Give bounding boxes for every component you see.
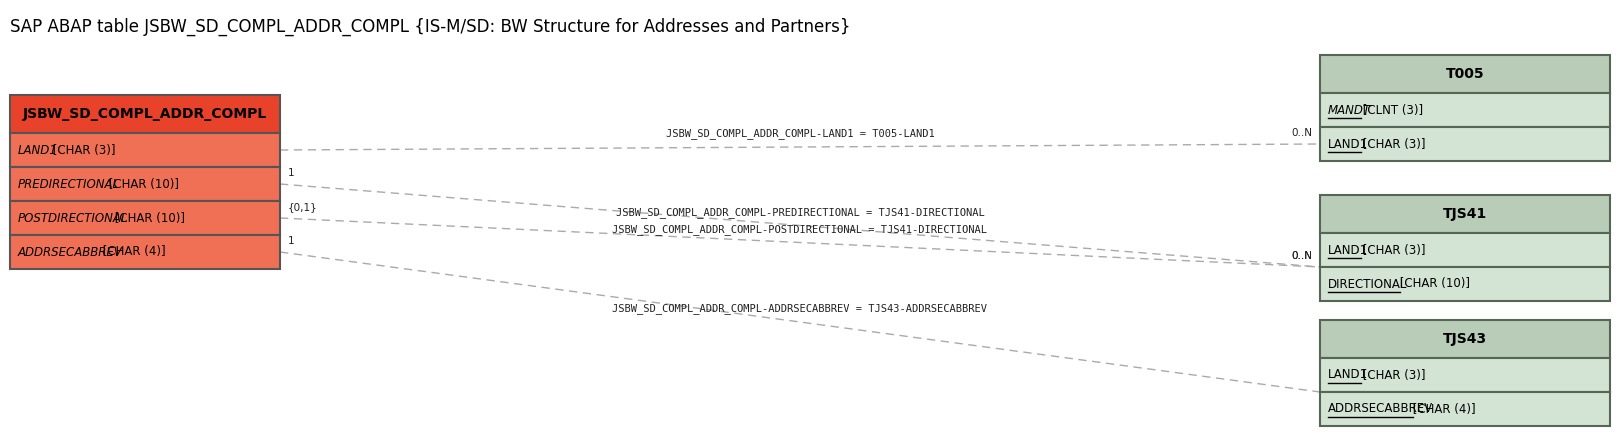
- Bar: [1319, 267, 1610, 301]
- Text: [CHAR (3)]: [CHAR (3)]: [49, 144, 115, 156]
- Text: JSBW_SD_COMPL_ADDR_COMPL-ADDRSECABBREV = TJS43-ADDRSECABBREV: JSBW_SD_COMPL_ADDR_COMPL-ADDRSECABBREV =…: [613, 303, 987, 314]
- Bar: [1319, 233, 1610, 267]
- Text: [CHAR (10)]: [CHAR (10)]: [110, 211, 185, 225]
- Text: TJS43: TJS43: [1443, 332, 1486, 346]
- Bar: [10, 133, 280, 167]
- Bar: [1319, 93, 1610, 127]
- Text: {0,1}: {0,1}: [289, 202, 318, 212]
- Text: [CHAR (3)]: [CHAR (3)]: [1358, 244, 1425, 256]
- Bar: [10, 201, 280, 235]
- Text: JSBW_SD_COMPL_ADDR_COMPL-PREDIRECTIONAL = TJS41-DIRECTIONAL: JSBW_SD_COMPL_ADDR_COMPL-PREDIRECTIONAL …: [616, 206, 984, 218]
- Text: ADDRSECABBREV: ADDRSECABBREV: [1328, 403, 1433, 416]
- Text: [CHAR (3)]: [CHAR (3)]: [1358, 137, 1425, 151]
- Bar: [1319, 358, 1610, 392]
- Text: ADDRSECABBREV: ADDRSECABBREV: [18, 245, 123, 259]
- Text: 0..N: 0..N: [1290, 251, 1311, 261]
- Text: LAND1: LAND1: [1328, 369, 1368, 381]
- Bar: [1319, 55, 1610, 93]
- Text: MANDT: MANDT: [1328, 104, 1371, 117]
- Text: JSBW_SD_COMPL_ADDR_COMPL-POSTDIRECTIONAL = TJS41-DIRECTIONAL: JSBW_SD_COMPL_ADDR_COMPL-POSTDIRECTIONAL…: [613, 224, 987, 234]
- Text: PREDIRECTIONAL: PREDIRECTIONAL: [18, 178, 120, 190]
- Text: [CHAR (4)]: [CHAR (4)]: [1409, 403, 1475, 416]
- Text: [CHAR (4)]: [CHAR (4)]: [99, 245, 165, 259]
- Text: [CLNT (3)]: [CLNT (3)]: [1358, 104, 1423, 117]
- Bar: [10, 95, 280, 133]
- Bar: [1319, 392, 1610, 426]
- Text: TJS41: TJS41: [1443, 207, 1486, 221]
- Text: SAP ABAP table JSBW_SD_COMPL_ADDR_COMPL {IS-M/SD: BW Structure for Addresses and: SAP ABAP table JSBW_SD_COMPL_ADDR_COMPL …: [10, 18, 851, 36]
- Text: JSBW_SD_COMPL_ADDR_COMPL: JSBW_SD_COMPL_ADDR_COMPL: [23, 107, 267, 121]
- Text: LAND1: LAND1: [1328, 244, 1368, 256]
- Bar: [10, 167, 280, 201]
- Text: 1: 1: [289, 168, 295, 178]
- Text: POSTDIRECTIONAL: POSTDIRECTIONAL: [18, 211, 128, 225]
- Text: DIRECTIONAL: DIRECTIONAL: [1328, 277, 1407, 291]
- Bar: [10, 235, 280, 269]
- Bar: [1319, 195, 1610, 233]
- Bar: [1319, 320, 1610, 358]
- Text: T005: T005: [1446, 67, 1485, 81]
- Text: [CHAR (3)]: [CHAR (3)]: [1358, 369, 1425, 381]
- Text: 1: 1: [289, 236, 295, 246]
- Text: [CHAR (10)]: [CHAR (10)]: [1396, 277, 1470, 291]
- Text: LAND1: LAND1: [1328, 137, 1368, 151]
- Text: [CHAR (10)]: [CHAR (10)]: [105, 178, 178, 190]
- Bar: [1319, 127, 1610, 161]
- Text: 0..N: 0..N: [1290, 251, 1311, 261]
- Text: LAND1: LAND1: [18, 144, 58, 156]
- Text: JSBW_SD_COMPL_ADDR_COMPL-LAND1 = T005-LAND1: JSBW_SD_COMPL_ADDR_COMPL-LAND1 = T005-LA…: [666, 128, 934, 139]
- Text: 0..N: 0..N: [1290, 128, 1311, 138]
